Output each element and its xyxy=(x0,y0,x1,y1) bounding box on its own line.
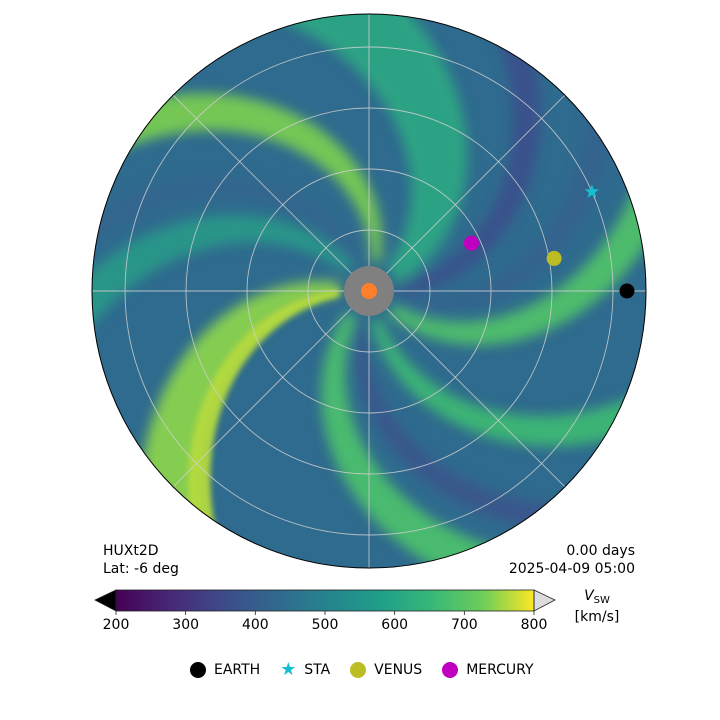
mercury-marker xyxy=(463,235,479,251)
grid-spoke xyxy=(368,94,566,292)
stream-band xyxy=(387,140,646,346)
elapsed-time: 0.00 days xyxy=(566,543,635,559)
polar-grid xyxy=(91,13,647,569)
colorbar-tick-label: 600 xyxy=(381,617,409,633)
legend-label: EARTH xyxy=(214,662,261,678)
stream-band xyxy=(395,59,616,312)
legend-item-venus: VENUS xyxy=(350,662,422,678)
disc-boundary xyxy=(91,13,647,569)
legend-item-earth: EARTH xyxy=(190,662,260,678)
legend-item-mercury: MERCURY xyxy=(442,662,534,678)
colorbar-tick-label: 700 xyxy=(450,617,478,633)
stream-band xyxy=(231,14,468,284)
timestamp: 2025-04-09 05:00 xyxy=(508,561,635,577)
legend-label: VENUS xyxy=(374,662,423,678)
stream-band xyxy=(370,318,646,447)
legend-label: STA xyxy=(304,662,331,678)
grid-spoke xyxy=(368,290,566,488)
circle-icon xyxy=(350,662,367,678)
colorbar-tick-label: 400 xyxy=(241,617,269,633)
grid-spoke xyxy=(172,94,370,292)
grid-spoke xyxy=(172,290,370,488)
colorbar-tick-label: 300 xyxy=(172,617,200,633)
circle-icon xyxy=(442,662,459,678)
stream-band xyxy=(188,288,340,568)
colorbar-subscript: SW xyxy=(593,595,610,606)
colorbar-tick-label: 200 xyxy=(102,617,130,633)
stream-band xyxy=(321,311,543,568)
legend-label: MERCURY xyxy=(466,662,534,678)
colorbar-units: [km/s] xyxy=(574,609,620,625)
colorbar-low-extend xyxy=(94,589,117,612)
colorbar xyxy=(94,589,556,615)
colorbar-tick-label: 800 xyxy=(520,617,548,633)
sta-marker xyxy=(584,184,599,198)
legend: EARTH ★ STA VENUS MERCURY xyxy=(190,660,554,680)
colorbar-high-extend xyxy=(533,589,556,612)
stream-band xyxy=(398,14,541,295)
earth-marker xyxy=(619,283,635,299)
colorbar-symbol: V xyxy=(584,588,594,604)
colorbar-tick-label: 500 xyxy=(311,617,339,633)
latitude-label: Lat: -6 deg xyxy=(103,561,179,577)
colorbar-label: VSW [km/s] xyxy=(566,588,628,626)
colorbar-gradient xyxy=(116,590,534,611)
legend-item-sta: ★ STA xyxy=(280,659,331,680)
model-name: HUXt2D xyxy=(103,543,159,559)
body-markers xyxy=(463,184,635,299)
sun-marker xyxy=(361,283,377,299)
star-icon: ★ xyxy=(280,659,297,680)
stream-band xyxy=(92,93,382,263)
circle-icon xyxy=(190,662,206,678)
venus-marker xyxy=(546,250,562,266)
